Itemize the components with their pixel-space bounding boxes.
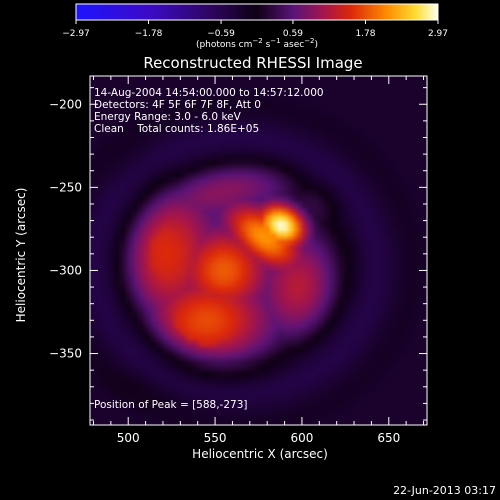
- colorbar: [76, 4, 438, 20]
- colorbar-ticks: −2.97 −1.78 −0.59 0.59 1.78 2.97: [62, 20, 448, 39]
- colorbar-tick-label: −0.59: [207, 29, 235, 39]
- y-tick-label: −200: [49, 97, 82, 111]
- annotation-time-range: 14-Aug-2004 14:54:00.000 to 14:57:12.000: [94, 87, 324, 99]
- plot-frame: [89, 75, 428, 426]
- axis-ticks: 500 550 600 650 −200 −250 −300 −350: [49, 76, 427, 445]
- annotation-clean-counts: Clean Total counts: 1.86E+05: [94, 123, 259, 135]
- y-tick-label: −350: [49, 347, 82, 361]
- x-tick-label: 550: [204, 431, 227, 445]
- chart-title: Reconstructed RHESSI Image: [143, 54, 362, 72]
- colorbar-tick-label: −1.78: [135, 29, 163, 39]
- colorbar-tick-label: −2.97: [62, 29, 90, 39]
- x-tick-label: 500: [117, 431, 140, 445]
- colorbar-unit-label: (photons cm−2 s−1 asec−2): [196, 37, 318, 50]
- heatmap-image: [90, 76, 427, 425]
- peak-position-label: Position of Peak = [588,-273]: [94, 399, 248, 411]
- annotation-energy-range: Energy Range: 3.0 - 6.0 keV: [94, 111, 242, 123]
- timestamp: 22-Jun-2013 03:17: [393, 484, 496, 497]
- colorbar-tick-label: 2.97: [428, 29, 448, 39]
- annotation-detectors: Detectors: 4F 5F 6F 7F 8F, Att 0: [94, 99, 261, 111]
- y-tick-label: −300: [49, 263, 82, 277]
- x-tick-label: 600: [290, 431, 313, 445]
- y-tick-label: −250: [49, 180, 82, 194]
- x-tick-label: 650: [377, 431, 400, 445]
- colorbar-tick-label: 0.59: [283, 29, 303, 39]
- colorbar-tick-label: 1.78: [355, 29, 375, 39]
- x-axis-label: Heliocentric X (arcsec): [192, 447, 328, 461]
- y-axis-label: Heliocentric Y (arcsec): [14, 188, 28, 323]
- colorbar-frame: [75, 3, 439, 21]
